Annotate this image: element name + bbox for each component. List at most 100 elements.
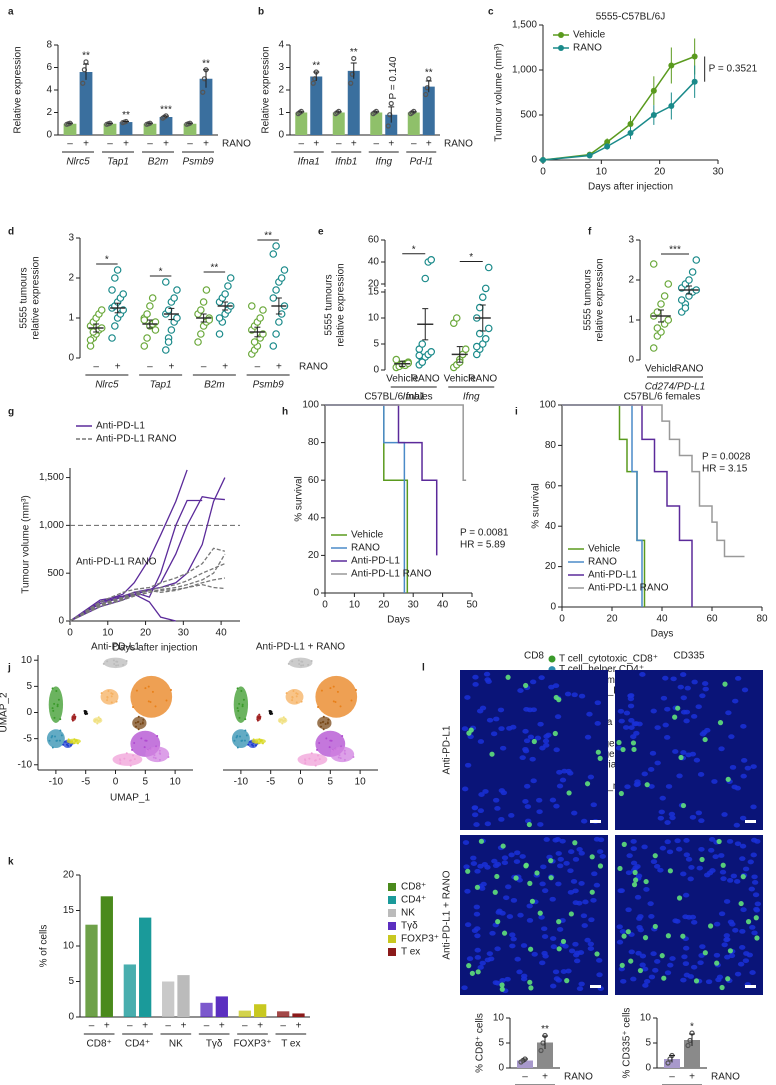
data-point xyxy=(461,345,470,354)
cell-dot xyxy=(110,695,113,698)
nucleus xyxy=(628,949,635,955)
positive-cell xyxy=(466,963,472,969)
bar-label: + xyxy=(115,362,121,373)
nucleus xyxy=(506,914,514,919)
nucleus xyxy=(647,767,655,772)
nucleus xyxy=(660,695,668,701)
nucleus xyxy=(623,710,631,716)
positive-cell xyxy=(505,674,511,680)
positive-cell xyxy=(699,856,705,863)
positive-cell xyxy=(523,682,529,689)
nucleus xyxy=(474,868,481,874)
nucleus xyxy=(508,813,515,818)
positive-cell xyxy=(643,878,649,885)
cell-dot xyxy=(53,716,56,719)
cell-dot xyxy=(133,741,136,744)
cell-dot xyxy=(115,700,118,703)
cell-dot xyxy=(326,722,329,725)
cell-dot xyxy=(310,659,313,662)
nucleus xyxy=(658,809,665,815)
y-tick-label: 4 xyxy=(46,85,52,96)
y-tick-label: 40 xyxy=(308,512,320,523)
y-axis-label: relative expression xyxy=(31,256,42,339)
bar-label: – xyxy=(411,139,417,150)
x-tick-label: -10 xyxy=(234,777,249,788)
cell-dot xyxy=(67,744,70,747)
data-point xyxy=(197,306,205,314)
nucleus xyxy=(665,784,673,789)
nucleus xyxy=(744,765,752,771)
bar-label: + xyxy=(542,1072,548,1083)
nucleus xyxy=(477,863,484,869)
nucleus xyxy=(497,707,505,713)
bar-label: – xyxy=(522,1072,528,1083)
bar-label: – xyxy=(204,1021,210,1032)
data-point xyxy=(167,326,176,334)
nucleus xyxy=(567,889,575,895)
significance: * xyxy=(105,255,109,266)
data-point xyxy=(113,266,122,274)
nucleus xyxy=(524,804,532,809)
panel-letter: d xyxy=(8,227,14,238)
y-tick-label: 2 xyxy=(278,85,284,96)
legend-label: RANO xyxy=(588,557,617,568)
positive-cell xyxy=(469,970,475,976)
cell-dot xyxy=(110,701,113,704)
annotation: HR = 5.89 xyxy=(460,540,506,551)
nucleus xyxy=(618,888,625,894)
cell-dot xyxy=(116,660,119,663)
data-point xyxy=(269,294,278,302)
y-tick-label: 3 xyxy=(628,235,634,246)
cell-dot xyxy=(59,718,62,721)
nucleus xyxy=(461,786,469,792)
cell-dot xyxy=(156,734,159,737)
bar-label: Vehicle xyxy=(645,364,678,375)
nucleus xyxy=(739,843,747,849)
y-tick-label: 40 xyxy=(545,521,557,532)
cluster xyxy=(48,686,64,723)
group-label: Psmb9 xyxy=(182,157,214,168)
cell-dot xyxy=(73,713,76,716)
cell-dot xyxy=(300,664,303,667)
cell-dot xyxy=(318,741,321,744)
legend-swatch xyxy=(388,883,396,891)
nucleus xyxy=(680,871,687,877)
nucleus xyxy=(742,958,750,964)
y-tick-label: 0 xyxy=(498,1063,504,1074)
positive-cell xyxy=(637,967,644,974)
cell-dot xyxy=(238,716,241,719)
positive-cell xyxy=(492,889,498,895)
cell-dot xyxy=(93,720,96,723)
y-tick-label: 8 xyxy=(46,40,52,51)
cell-dot xyxy=(240,739,243,742)
cell-dot xyxy=(57,698,60,701)
data-point xyxy=(415,351,424,360)
data-point xyxy=(478,293,487,302)
data-point xyxy=(452,314,461,322)
nucleus xyxy=(486,717,494,723)
panel-letter: l xyxy=(422,663,425,674)
y-tick-label: -10 xyxy=(18,759,33,770)
significance: ** xyxy=(82,51,90,62)
cell-dot xyxy=(332,685,335,688)
y-tick-label: 20 xyxy=(368,279,380,290)
nucleus xyxy=(463,864,470,870)
nucleus xyxy=(674,838,681,844)
data-point xyxy=(226,274,235,282)
bar xyxy=(407,112,420,135)
cell-dot xyxy=(322,715,325,718)
cell-dot xyxy=(236,687,239,690)
positive-cell xyxy=(719,984,725,991)
cell-dot xyxy=(336,690,339,693)
bar-label: + xyxy=(257,1021,263,1032)
cell-dot xyxy=(261,742,264,745)
cell-dot xyxy=(151,690,154,693)
bar xyxy=(177,975,190,1017)
data-point xyxy=(423,91,429,98)
y-tick-label: 10 xyxy=(21,655,33,666)
nucleus xyxy=(514,850,521,856)
cell-dot xyxy=(125,659,128,662)
legend-label: FOXP3⁺ xyxy=(401,934,439,945)
nucleus xyxy=(667,962,674,968)
nucleus xyxy=(627,703,635,709)
